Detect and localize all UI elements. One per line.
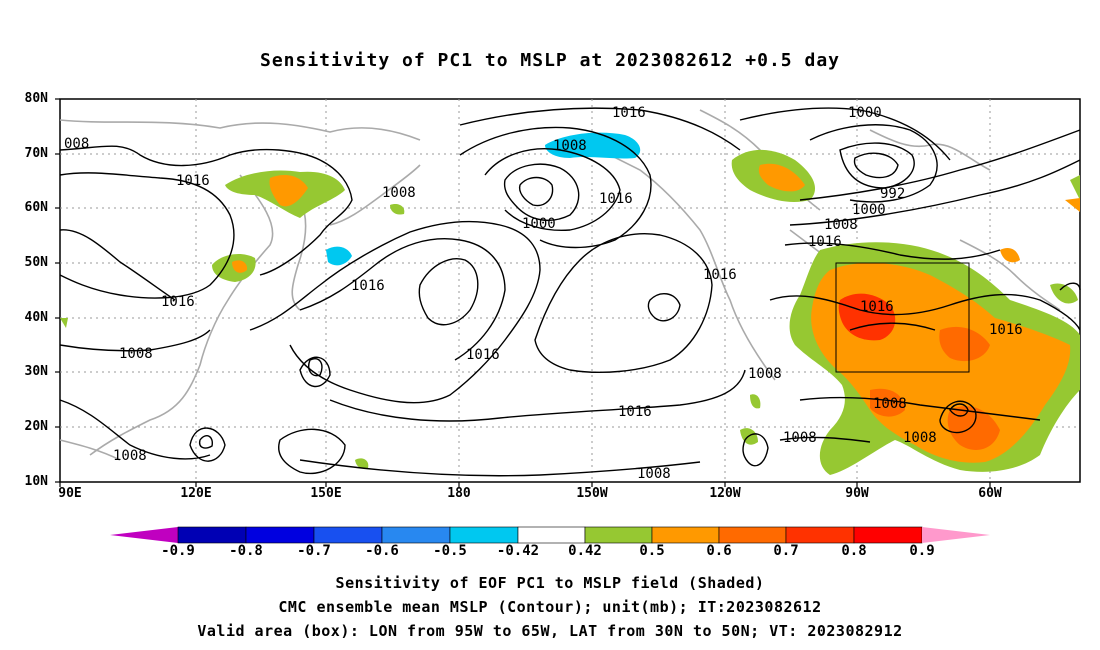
lon-label: 120E	[180, 486, 212, 501]
valid-area-box	[835, 262, 970, 373]
contour-label: 1008	[748, 366, 782, 382]
lat-label: 40N	[24, 310, 48, 325]
lon-label: 180	[447, 486, 471, 501]
lat-label: 10N	[24, 474, 48, 489]
colorbar-segment	[381, 526, 451, 544]
lat-label: 70N	[24, 146, 48, 161]
contour-label: 008	[64, 136, 89, 152]
caption-line-2: CMC ensemble mean MSLP (Contour); unit(m…	[278, 598, 822, 616]
mslp-contours	[59, 107, 1081, 477]
colorbar-segment	[245, 526, 315, 544]
contour-label: 1008	[873, 396, 907, 412]
contour-label: 1016	[703, 267, 737, 283]
colorbar-label: 0.9	[909, 543, 935, 559]
contour-label: 1000	[852, 202, 886, 218]
lon-label: 150E	[310, 486, 342, 501]
contour-label: 1008	[113, 448, 147, 464]
contour-labels: 1016 1000 1008 992 1000 1008 1016 1016 1…	[64, 105, 1023, 482]
contour-label: 1016	[466, 347, 500, 363]
contour-label: 1016	[176, 173, 210, 189]
contour-label: 1016	[161, 294, 195, 310]
colorbar-segment	[449, 526, 519, 544]
lat-label: 50N	[24, 255, 48, 270]
contour-label: 1016	[618, 404, 652, 420]
contour-label: 1016	[989, 322, 1023, 338]
colorbar-label: 0.6	[706, 543, 732, 559]
lon-label: 60W	[978, 486, 1002, 501]
colorbar-segment	[853, 526, 923, 544]
contour-label: 1008	[637, 466, 671, 482]
contour-label: 1008	[783, 430, 817, 446]
contour-label: 1008	[119, 346, 153, 362]
colorbar-label: -0.8	[229, 543, 263, 559]
colorbar-segment	[313, 526, 383, 544]
contour-label: 1000	[848, 105, 882, 121]
contour-label: 1016	[351, 278, 385, 294]
colorbar-arrow-right	[922, 527, 990, 543]
colorbar-segment	[517, 526, 586, 544]
colorbar	[110, 526, 990, 544]
contour-label: 1008	[382, 185, 416, 201]
colorbar-segment	[177, 526, 247, 544]
colorbar-label: -0.9	[161, 543, 195, 559]
lon-label: 150W	[576, 486, 608, 501]
colorbar-label: -0.42	[496, 543, 540, 559]
colorbar-segment	[651, 526, 720, 544]
colorbar-label: 0.5	[639, 543, 665, 559]
colorbar-label: 0.8	[841, 543, 867, 559]
contour-label: 1016	[860, 299, 894, 315]
contour-label: 1008	[824, 217, 858, 233]
chart-title: Sensitivity of PC1 to MSLP at 2023082612…	[259, 50, 840, 71]
contour-label: 1016	[808, 234, 842, 250]
lat-label: 20N	[24, 419, 48, 434]
caption-line-3: Valid area (box): LON from 95W to 65W, L…	[197, 622, 903, 640]
contour-label: 1008	[553, 138, 587, 154]
contour-label: 1008	[903, 430, 937, 446]
lon-label: 90W	[845, 486, 869, 501]
colorbar-label: -0.7	[297, 543, 331, 559]
caption-line-1: Sensitivity of EOF PC1 to MSLP field (Sh…	[335, 574, 765, 592]
contour-label: 1000	[522, 216, 556, 232]
lon-label: 90E	[58, 486, 82, 501]
lat-label: 80N	[24, 91, 48, 106]
colorbar-segment	[785, 526, 855, 544]
lat-label: 60N	[24, 200, 48, 215]
colorbar-label: 0.42	[568, 543, 602, 559]
axis-ticks	[55, 98, 991, 487]
colorbar-segment	[718, 526, 787, 544]
contour-label: 1016	[599, 191, 633, 207]
colorbar-label: -0.6	[365, 543, 399, 559]
contour-label: 1016	[612, 105, 646, 121]
contour-label: 992	[880, 186, 905, 202]
colorbar-segment	[584, 526, 653, 544]
lon-label: 120W	[709, 486, 741, 501]
colorbar-label: -0.5	[433, 543, 467, 559]
colorbar-arrow-left	[110, 527, 178, 543]
lat-label: 30N	[24, 364, 48, 379]
colorbar-label: 0.7	[773, 543, 799, 559]
